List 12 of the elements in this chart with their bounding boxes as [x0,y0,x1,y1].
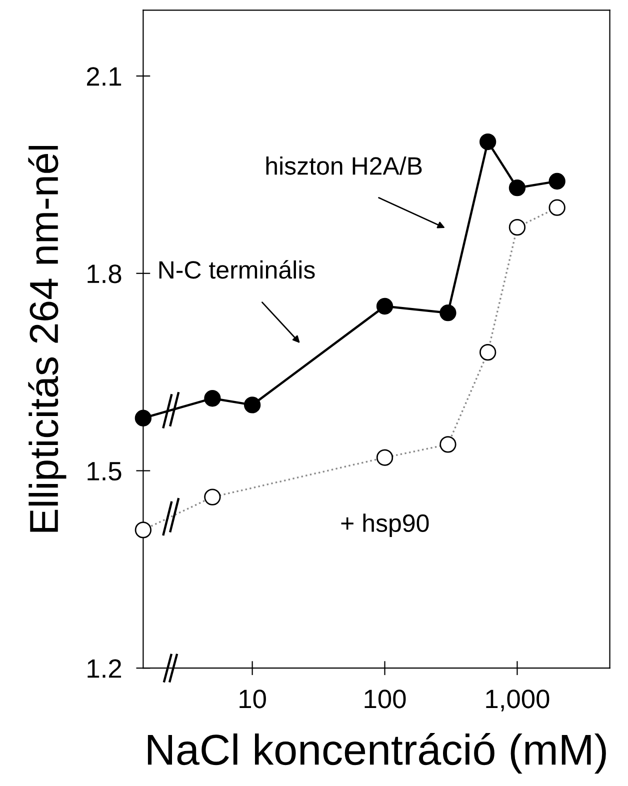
x-axis-title: NaCl koncentráció (mM) [148,732,606,774]
y-tick-label: 1.5 [88,462,122,481]
x-tick-label: 10 [240,690,266,708]
x-tick-label: 100 [364,690,406,708]
y-tick-label: 1.2 [88,659,122,678]
y-tick-label: 2.1 [87,67,122,86]
annotation: + hsp90 [341,514,429,537]
annotation: N-C terminális [159,260,315,279]
annotation: hiszton H2A/B [266,156,422,175]
x-tick-label: 1,000 [486,690,550,712]
y-axis-title: Ellipticitás 264 nm-nél [28,146,66,532]
y-tick-label: 1.8 [88,264,122,284]
